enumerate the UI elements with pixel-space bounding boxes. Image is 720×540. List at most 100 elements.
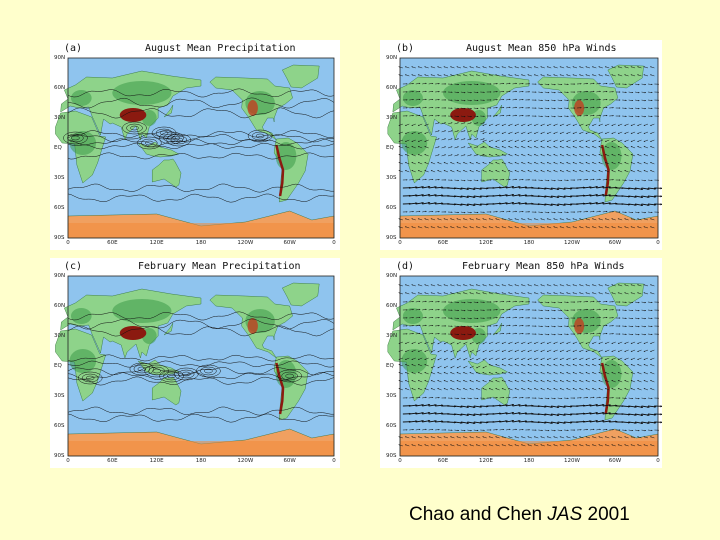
wind-arrowhead — [638, 91, 640, 94]
wind-arrowhead — [475, 226, 478, 228]
wind-arrowhead — [611, 162, 613, 164]
wind-arrowhead — [570, 405, 573, 408]
wind-arrowhead — [456, 66, 459, 68]
wind-arrowhead — [611, 372, 613, 374]
precip-contour-loop — [170, 135, 188, 145]
wind-arrowhead — [415, 194, 418, 197]
wind-arrowhead — [579, 140, 581, 142]
wind-arrowhead — [476, 170, 478, 172]
wind-arrowhead — [599, 428, 601, 431]
wind-arrowhead — [505, 202, 508, 205]
wind-arrowhead — [479, 405, 482, 408]
wind-arrowhead — [598, 436, 600, 438]
lat-tick-label: 30S — [386, 175, 397, 181]
landmass-greenland — [607, 64, 644, 89]
wind-arrowhead — [547, 325, 550, 328]
wind-arrowhead — [560, 107, 563, 110]
wind-arrowhead — [644, 301, 646, 304]
wind-arrowhead — [411, 154, 413, 156]
wind-arrowhead — [650, 380, 652, 382]
wind-arrowhead — [501, 342, 504, 344]
wind-arrowhead — [450, 154, 453, 156]
wind-arrowhead — [424, 146, 426, 148]
wind-arrowhead — [540, 350, 542, 352]
wind-arrowhead — [424, 388, 426, 390]
wind-arrowhead — [554, 317, 556, 320]
wind-arrowhead — [547, 317, 550, 320]
wind-arrowhead — [544, 195, 547, 198]
wind-arrowhead — [647, 195, 650, 199]
wind-arrowhead — [434, 186, 437, 189]
wind-arrowhead — [553, 436, 555, 438]
wind-arrowhead — [441, 412, 444, 415]
wind-arrowhead — [418, 170, 420, 172]
wind-arrowhead — [425, 308, 427, 311]
wind-arrowhead — [592, 350, 594, 352]
wind-arrowhead — [476, 83, 479, 86]
wind-arrowhead — [412, 396, 414, 399]
wind-arrowhead — [553, 218, 555, 220]
lon-tick-label: 180 — [195, 240, 207, 246]
wind-arrowhead — [547, 358, 549, 360]
wind-arrowhead — [547, 388, 549, 390]
wind-arrowhead — [566, 124, 568, 126]
wind-arrowhead — [535, 83, 537, 85]
wind-arrowhead — [637, 154, 639, 156]
wind-arrowhead — [624, 132, 626, 134]
wind-arrowhead — [592, 372, 594, 374]
wind-arrowhead — [514, 444, 517, 446]
wind-arrowhead — [534, 342, 536, 344]
wind-arrowhead — [567, 301, 569, 303]
wind-arrowhead — [557, 196, 560, 199]
wind-arrowhead — [515, 428, 517, 431]
wind-arrowhead — [579, 436, 581, 438]
wind-arrowhead — [547, 380, 549, 382]
wind-arrowhead — [579, 444, 581, 446]
wind-arrowhead — [553, 170, 555, 172]
wind-arrowhead — [643, 140, 646, 142]
wind-arrowhead — [444, 138, 446, 140]
wind-arrowhead — [430, 436, 433, 438]
wind-arrowhead — [522, 300, 524, 303]
wind-arrowhead — [508, 372, 510, 374]
wind-arrowhead — [593, 98, 595, 101]
wind-arrowhead — [640, 414, 643, 417]
wind-arrowhead — [650, 154, 652, 156]
wind-arrowhead — [424, 170, 426, 172]
wind-arrowhead — [585, 218, 588, 220]
wind-arrowhead — [618, 115, 621, 117]
wind-arrowhead — [415, 420, 418, 423]
wind-arrowhead — [640, 196, 643, 199]
precip-contour — [67, 311, 335, 321]
wind-arrowhead — [438, 115, 440, 117]
wind-arrowhead — [527, 380, 530, 382]
wind-arrowhead — [540, 140, 542, 142]
wind-arrowhead — [560, 301, 563, 304]
wind-arrowhead — [595, 403, 598, 407]
wind-arrowhead — [625, 99, 627, 101]
wind-arrowhead — [528, 333, 530, 335]
wind-arrowhead — [425, 98, 427, 101]
wind-arrowhead — [460, 195, 463, 198]
wind-arrowhead — [557, 422, 560, 425]
wind-arrowhead — [625, 91, 627, 93]
wind-arrowhead — [547, 372, 549, 374]
wind-arrowhead — [611, 66, 613, 68]
wind-arrowhead — [502, 98, 505, 101]
wind-arrowhead — [527, 364, 530, 366]
panel-a: (a) August Mean Precipitation 90N 60N 30N E… — [50, 40, 340, 250]
wind-arrowhead — [593, 332, 595, 335]
wind-arrowhead — [611, 350, 613, 352]
wind-arrowhead — [488, 372, 491, 374]
wind-arrowhead — [451, 115, 453, 117]
map-d — [387, 275, 662, 457]
wind-arrowhead — [411, 358, 413, 360]
wind-arrowhead — [638, 429, 640, 432]
wind-arrowhead — [488, 140, 491, 142]
wind-arrowhead — [617, 292, 620, 294]
wind-arrowhead — [637, 380, 639, 382]
wind-arrowhead — [650, 342, 652, 344]
wind-arrowhead — [617, 358, 620, 360]
wind-arrowhead — [541, 115, 543, 118]
wind-arrowhead — [425, 332, 427, 335]
